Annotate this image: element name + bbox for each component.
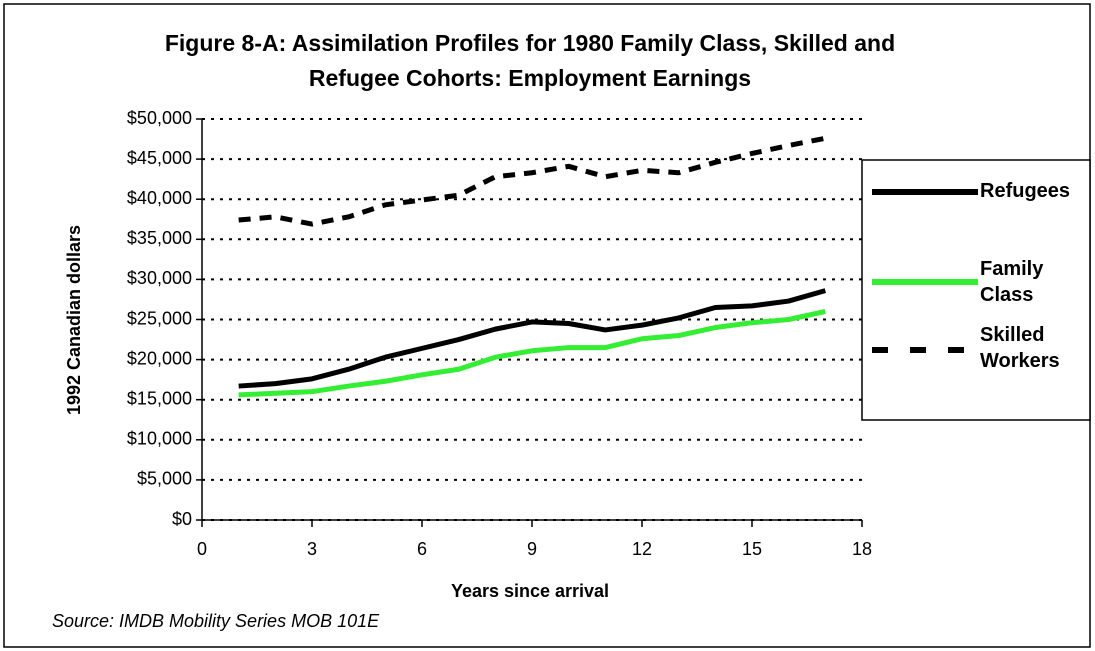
legend-box (861, 159, 1091, 421)
x-axis-label: Years since arrival (451, 581, 609, 601)
y-tick-label: $25,000 (127, 308, 192, 328)
x-tick-label: 6 (417, 539, 427, 559)
series-line (238, 135, 826, 227)
y-tick-label: $5,000 (137, 469, 192, 489)
y-tick-label: $45,000 (127, 148, 192, 168)
chart-title: Figure 8-A: Assimilation Profiles for 19… (164, 30, 896, 91)
y-tick-label: $20,000 (127, 348, 192, 368)
y-tick-label: $50,000 (127, 108, 192, 128)
y-tick-label: $30,000 (127, 268, 192, 288)
legend-label: Refugees (980, 180, 1071, 202)
x-tick-label: 0 (197, 539, 207, 559)
x-tick-label: 3 (307, 539, 317, 559)
y-tick-label: $15,000 (127, 388, 192, 408)
legend-label: Family Class (980, 258, 1044, 306)
y-axis-label: 1992 Canadian dollars (64, 225, 84, 415)
x-tick-label: 12 (632, 539, 652, 559)
y-tick-label: $10,000 (127, 429, 192, 449)
source: Source: IMDB Mobility Series MOB 101E (52, 611, 380, 631)
y-tick-label: $40,000 (127, 188, 192, 208)
legend-label: Skilled Workers (980, 324, 1060, 372)
y-tick-label: $35,000 (127, 228, 192, 248)
x-tick-label: 18 (852, 539, 872, 559)
y-tick-label: $0 (172, 509, 192, 529)
series-line (238, 309, 826, 398)
series-line (238, 288, 827, 389)
x-tick-label: 9 (527, 539, 537, 559)
x-tick-label: 15 (742, 539, 762, 559)
